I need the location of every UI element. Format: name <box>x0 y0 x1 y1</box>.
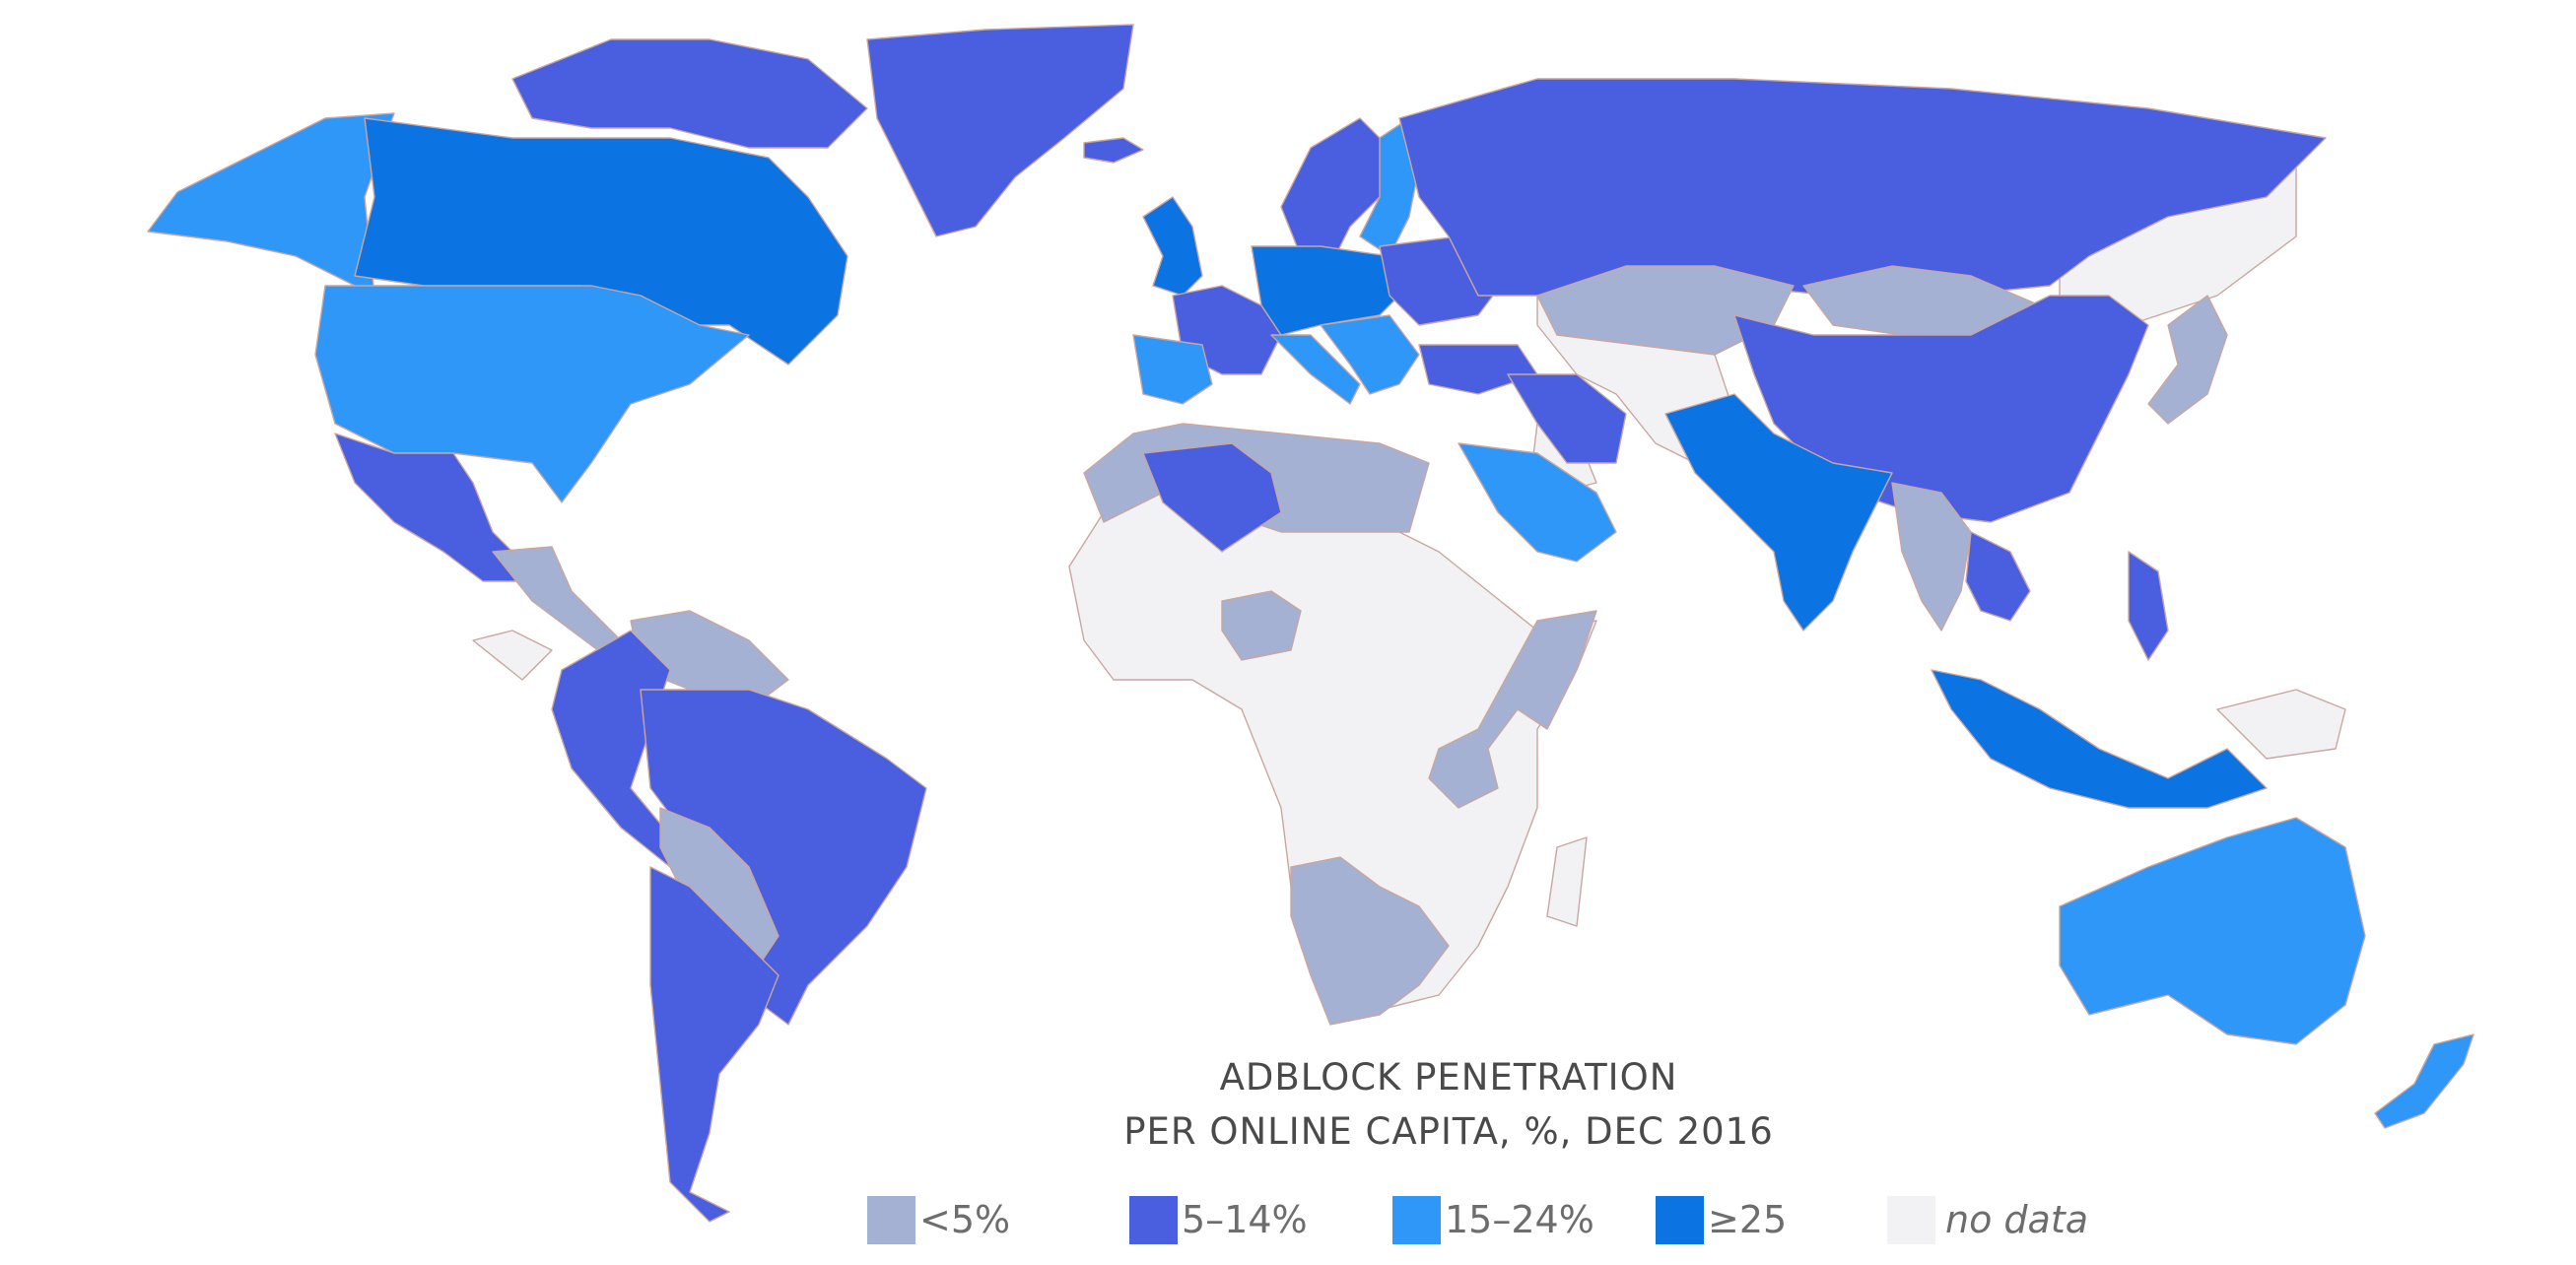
region-algeria <box>1142 442 1282 553</box>
legend-label-nodata: no data <box>1945 1198 2089 1241</box>
region-united-states <box>314 285 750 503</box>
region-namibia-south-africa <box>1290 856 1450 1026</box>
region-saudi-arabia-gulf <box>1457 442 1617 563</box>
legend-item-nodata: no data <box>1887 1194 2088 1245</box>
legend-label-mid: 5–14% <box>1182 1198 1308 1241</box>
legend-item-mid: 5–14% <box>1129 1194 1308 1245</box>
legend-label-top: ≥25 <box>1708 1198 1788 1241</box>
region-nigeria <box>1221 590 1302 661</box>
legend-swatch-low <box>867 1195 915 1244</box>
map-title-line-1: ADBLOCK PENETRATION <box>1219 1056 1678 1099</box>
region-greenland <box>866 24 1134 237</box>
legend-item-low: <5% <box>867 1194 1010 1245</box>
region-canadian-arctic-islands <box>511 38 868 149</box>
legend-swatch-mid <box>1129 1195 1178 1244</box>
legend-swatch-high <box>1392 1195 1441 1244</box>
region-turkey <box>1418 344 1538 395</box>
region-japan <box>2147 295 2228 425</box>
region-iran <box>1507 373 1627 464</box>
region-philippines <box>2128 551 2169 661</box>
region-russia <box>1398 78 2327 297</box>
region-no-data <box>1546 836 1588 927</box>
region-malaysia-indonesia <box>1931 669 2268 809</box>
legend-item-high: 15–24% <box>1392 1194 1594 1245</box>
region-no-data <box>472 630 553 681</box>
legend-swatch-top <box>1656 1195 1704 1244</box>
region-vietnam-cambodia <box>1965 531 2031 622</box>
region-balkans <box>1320 314 1420 395</box>
region-no-data <box>2216 689 2346 760</box>
map-title-line-2: PER ONLINE CAPITA, %, DEC 2016 <box>1123 1110 1774 1153</box>
legend-swatch-nodata <box>1887 1195 1935 1244</box>
region-new-zealand <box>2374 1033 2474 1129</box>
region-italy <box>1270 334 1361 405</box>
legend-label-low: <5% <box>919 1198 1011 1241</box>
region-central-europe <box>1251 245 1400 336</box>
region-spain-portugal <box>1132 334 1213 405</box>
region-pakistan-india <box>1664 393 1893 632</box>
region-kenya-tanzania-somalia <box>1428 610 1597 809</box>
region-canada <box>354 117 848 366</box>
region-united-kingdom-ireland <box>1142 196 1203 297</box>
region-iceland <box>1083 137 1144 164</box>
legend-item-top: ≥25 <box>1656 1194 1787 1245</box>
region-australia <box>2059 817 2366 1045</box>
region-chile-argentina <box>649 866 780 1223</box>
region-myanmar-thailand <box>1891 482 1972 632</box>
legend-label-high: 15–24% <box>1445 1198 1594 1241</box>
